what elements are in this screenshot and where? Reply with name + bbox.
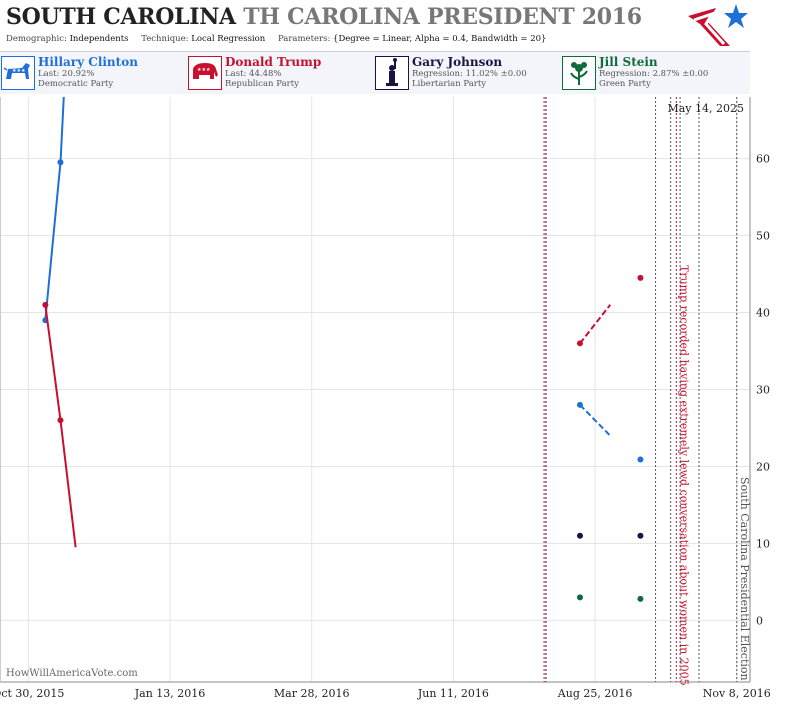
legend-item-clinton: ★★★ Hillary Clinton Last: 20.92% Democra… [0, 52, 187, 94]
y-tick-label: 20 [756, 460, 770, 473]
svg-text:★★★: ★★★ [197, 67, 211, 73]
elephant-icon: ★★★ [188, 56, 222, 90]
data-point [637, 456, 644, 463]
data-point [576, 401, 583, 408]
y-tick-label: 60 [756, 153, 770, 166]
candidate-party: Libertarian Party [412, 79, 487, 89]
series-line [579, 404, 611, 437]
statue-of-liberty-icon [375, 56, 409, 90]
candidate-party: Republican Party [225, 79, 299, 89]
data-point [576, 532, 583, 539]
candidate-name: Jill Stein [599, 55, 658, 69]
meta-value-parameters: {Degree = Linear, Alpha = 0.4, Bandwidth… [333, 34, 547, 44]
y-tick-label: 0 [756, 614, 763, 627]
y-tick-label: 10 [756, 537, 770, 550]
x-tick-label: Oct 30, 2015 [0, 687, 64, 700]
meta-value-demographic: Independents [69, 34, 129, 44]
data-point [576, 340, 583, 347]
parameters-line: Demographic: Independents Technique: Loc… [6, 34, 556, 44]
x-tick-label: Jan 13, 2016 [134, 687, 206, 700]
series-line [44, 304, 77, 548]
meta-key-parameters: Parameters: [277, 34, 331, 44]
x-tick-label: Jun 11, 2016 [417, 687, 489, 700]
meta-key-demographic: Demographic: [6, 34, 67, 44]
y-tick-label: 40 [756, 307, 770, 320]
page-title: SOUTH CAROLINA TH CAROLINA PRESIDENT 201… [6, 4, 642, 30]
candidate-stat: Regression: 11.02% ±0.00 [412, 69, 527, 79]
donkey-icon: ★★★ [1, 56, 35, 90]
legend-item-stein: Jill Stein Regression: 2.87% ±0.00 Green… [561, 52, 748, 94]
data-point [576, 594, 583, 601]
data-point [637, 595, 644, 602]
candidate-stat: Regression: 2.87% ±0.00 [599, 69, 709, 79]
candidate-name: Gary Johnson [412, 55, 503, 69]
series-group [42, 97, 644, 602]
candidate-party: Democratic Party [38, 79, 114, 89]
y-tick-label: 50 [756, 230, 770, 243]
y-tick-label: 30 [756, 384, 770, 397]
data-point [42, 301, 49, 308]
candidate-party: Green Party [599, 79, 651, 89]
legend-item-trump: ★★★ Donald Trump Last: 44.48% Republican… [187, 52, 374, 94]
candidate-name: Hillary Clinton [38, 55, 138, 69]
candidate-legend: ★★★ Hillary Clinton Last: 20.92% Democra… [0, 52, 750, 94]
date-stamp: May 14, 2025 [667, 102, 744, 115]
data-point [57, 159, 64, 166]
event-label: South Carolina Presidential Election [738, 477, 751, 681]
legend-item-johnson: Gary Johnson Regression: 11.02% ±0.00 Li… [374, 52, 561, 94]
candidate-stat: Last: 20.92% [38, 69, 95, 79]
data-point [637, 274, 644, 281]
x-tick-label: Mar 28, 2016 [274, 687, 350, 700]
candidate-name: Donald Trump [225, 55, 322, 69]
site-credit: HowWillAmericaVote.com [6, 668, 138, 679]
site-logo-icon [688, 4, 748, 46]
x-tick-label: Aug 25, 2016 [557, 687, 633, 700]
x-tick-label: Nov 8, 2016 [703, 687, 771, 700]
svg-text:★★★: ★★★ [12, 68, 26, 74]
series-line [579, 304, 611, 344]
event-label: Trump recorded having extremely lewd con… [677, 265, 690, 686]
state-name: SOUTH CAROLINA [6, 4, 236, 30]
candidate-stat: Last: 44.48% [225, 69, 282, 79]
race-title: TH CAROLINA PRESIDENT 2016 [243, 4, 642, 30]
data-point [637, 532, 644, 539]
meta-value-technique: Local Regression [191, 34, 266, 44]
flower-icon [562, 56, 596, 90]
data-point [57, 417, 64, 424]
meta-key-technique: Technique: [141, 34, 189, 44]
